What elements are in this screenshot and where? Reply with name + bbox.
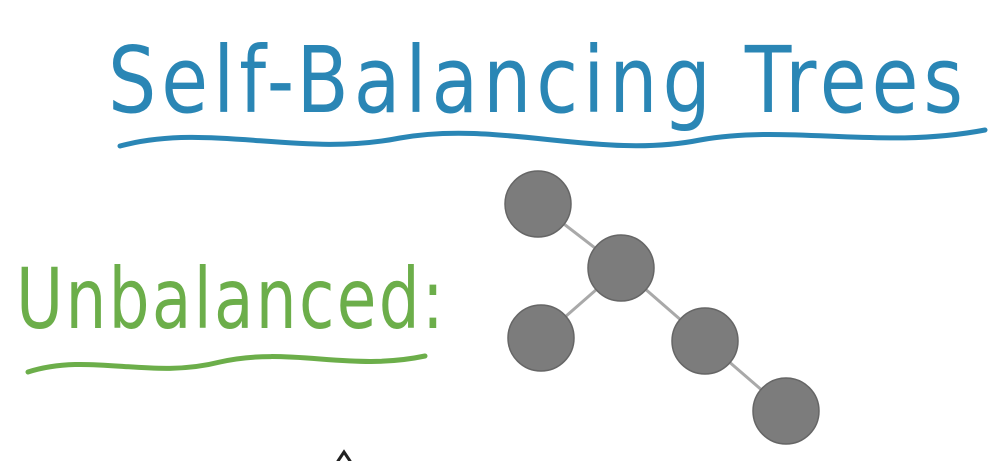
- stray-pen-mark: [336, 449, 352, 461]
- tree-node-leaf: [752, 377, 820, 445]
- tree-node-middle: [587, 234, 655, 302]
- tree-node-right-child: [671, 307, 739, 375]
- label-underline: [25, 353, 428, 375]
- tree-node-root-left: [504, 170, 572, 238]
- tree-node-left-child: [507, 304, 575, 372]
- unbalanced-tree: [504, 170, 820, 445]
- section-label-unbalanced: Unbalanced:: [16, 250, 446, 348]
- title-underline: [117, 127, 988, 149]
- page-title: Self-Balancing Trees: [108, 27, 968, 134]
